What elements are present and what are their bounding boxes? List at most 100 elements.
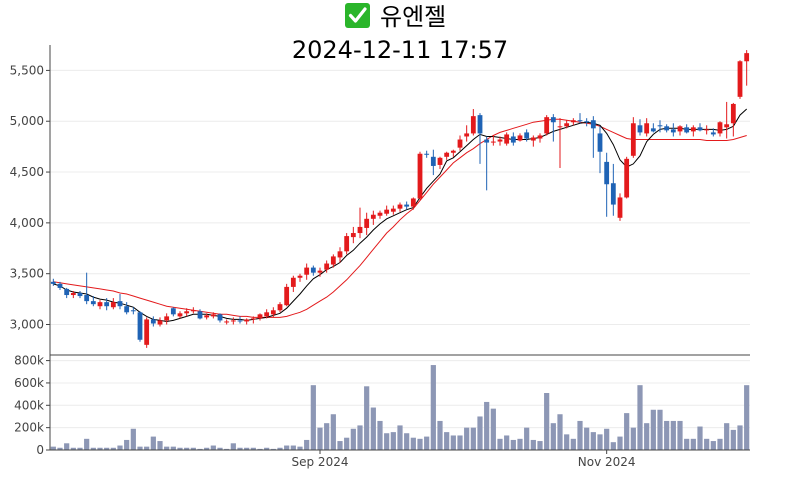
volume-bar — [530, 439, 536, 450]
volume-bar — [510, 439, 516, 450]
volume-bar — [357, 425, 363, 450]
candlestick — [464, 125, 470, 142]
candlestick — [444, 151, 450, 160]
price-y-axis: 3,000 3,500 4,000 4,500 5,000 5,500 — [10, 63, 50, 332]
candle-body — [204, 315, 210, 318]
candlestick — [637, 119, 643, 136]
candlestick — [610, 163, 616, 216]
candlestick — [190, 307, 196, 314]
candlestick — [717, 121, 723, 137]
candlestick — [424, 150, 430, 158]
volume-tick-label: 0 — [36, 443, 44, 457]
volume-bar — [444, 432, 450, 450]
candlestick — [350, 226, 356, 244]
check-mark-icon — [345, 3, 370, 28]
candlestick — [357, 207, 363, 239]
candlestick — [670, 123, 676, 137]
volume-bar — [470, 427, 476, 450]
candle-body — [384, 209, 390, 214]
candlestick — [324, 260, 330, 273]
candle-body — [524, 132, 530, 139]
volume-bar — [64, 443, 70, 450]
candle-body — [370, 214, 376, 219]
candlestick — [390, 205, 396, 215]
price-tick-label: 4,500 — [10, 165, 44, 179]
candlestick — [370, 210, 376, 225]
volume-bar — [117, 445, 123, 450]
candle-body — [670, 129, 676, 133]
candle-body — [117, 301, 123, 307]
candle-body — [570, 120, 576, 123]
volume-bar — [644, 423, 650, 450]
candle-body — [364, 218, 370, 228]
volume-bar — [97, 447, 103, 450]
candlestick — [124, 302, 130, 315]
volume-bar — [230, 443, 236, 450]
candlestick — [737, 60, 743, 99]
candlestick — [704, 125, 710, 135]
candlestick — [430, 149, 436, 176]
candle-body — [237, 320, 243, 322]
candle-body — [457, 139, 463, 148]
candle-body — [190, 310, 196, 312]
candlestick — [404, 201, 410, 210]
volume-grid — [50, 360, 750, 429]
volume-bar — [437, 420, 443, 450]
candlestick — [644, 118, 650, 137]
volume-bar — [697, 426, 703, 450]
candlestick — [77, 290, 83, 299]
volume-bar — [157, 441, 163, 450]
volume-bar — [164, 446, 170, 450]
volume-bar — [384, 433, 390, 450]
candlestick — [410, 197, 416, 210]
candle-body — [470, 116, 476, 134]
candle-body — [497, 139, 503, 142]
candle-body — [477, 115, 483, 134]
candlestick — [537, 133, 543, 143]
volume-bar — [417, 438, 423, 450]
volume-bar — [144, 446, 150, 450]
candle-body — [557, 126, 563, 128]
candle-body — [150, 319, 156, 324]
candle-body — [390, 208, 396, 212]
volume-bar — [304, 439, 310, 450]
candle-body — [704, 129, 710, 131]
price-tick-label: 5,000 — [10, 114, 44, 128]
candlestick — [110, 298, 116, 310]
candle-body — [64, 288, 70, 296]
volume-bar — [630, 427, 636, 450]
candlestick — [337, 247, 343, 263]
candlestick — [484, 136, 490, 191]
candlestick — [150, 316, 156, 327]
volume-bar — [84, 438, 90, 450]
candlestick — [730, 102, 736, 137]
candlestick — [230, 317, 236, 325]
candlestick — [564, 120, 570, 129]
candle-body — [304, 267, 310, 275]
candle-body — [590, 120, 596, 129]
volume-bar — [450, 435, 456, 450]
candle-body — [70, 293, 76, 296]
price-panel-frame — [49, 45, 750, 356]
candlestick — [677, 125, 683, 136]
candle-body — [144, 319, 150, 345]
volume-bar — [370, 407, 376, 450]
volume-bar — [410, 437, 416, 450]
price-tick-label: 4,000 — [10, 216, 44, 230]
candle-body — [337, 251, 343, 258]
candlestick — [144, 317, 150, 348]
candlestick — [57, 281, 63, 290]
volume-bar — [257, 448, 263, 450]
candlestick — [250, 316, 256, 324]
volume-bar — [650, 409, 656, 450]
candle-body — [424, 153, 430, 155]
price-grid — [50, 69, 750, 326]
candlestick — [470, 109, 476, 136]
volume-bar — [150, 436, 156, 450]
candlestick — [584, 118, 590, 127]
candle-body — [744, 53, 750, 62]
volume-bar — [430, 365, 436, 450]
volume-bar — [677, 420, 683, 450]
candle-body — [290, 277, 296, 287]
